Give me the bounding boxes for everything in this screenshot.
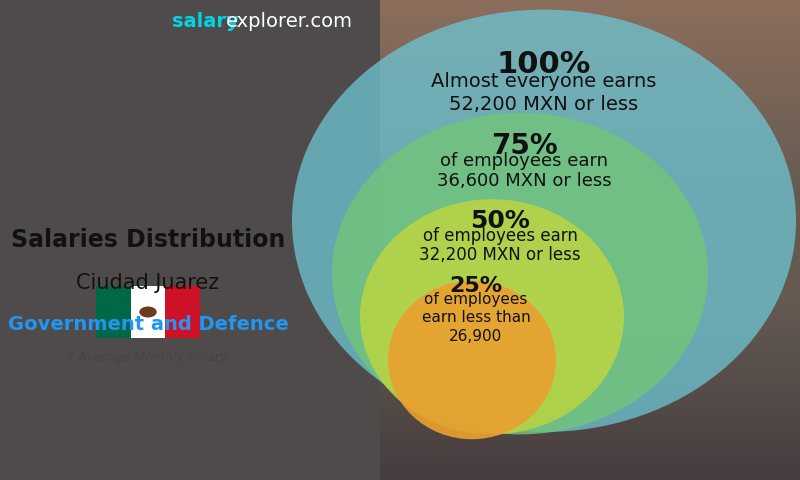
Text: * Average Monthly Salary: * Average Monthly Salary bbox=[68, 351, 228, 364]
Text: Ciudad Juarez: Ciudad Juarez bbox=[77, 273, 219, 293]
Bar bbox=[96, 286, 130, 338]
Text: 36,600 MXN or less: 36,600 MXN or less bbox=[437, 172, 611, 191]
Text: 25%: 25% bbox=[450, 276, 502, 296]
Text: explorer.com: explorer.com bbox=[226, 12, 353, 31]
Text: 100%: 100% bbox=[497, 50, 591, 79]
Text: Salaries Distribution: Salaries Distribution bbox=[11, 228, 285, 252]
Bar bbox=[166, 286, 200, 338]
Text: 52,200 MXN or less: 52,200 MXN or less bbox=[450, 95, 638, 114]
Text: Almost everyone earns: Almost everyone earns bbox=[431, 72, 657, 91]
Bar bbox=[130, 286, 166, 338]
Ellipse shape bbox=[292, 10, 796, 432]
Text: of employees earn: of employees earn bbox=[422, 227, 578, 245]
Ellipse shape bbox=[360, 199, 624, 434]
Text: of employees earn: of employees earn bbox=[440, 152, 608, 170]
Circle shape bbox=[140, 307, 156, 317]
Text: earn less than: earn less than bbox=[422, 311, 530, 325]
Text: 32,200 MXN or less: 32,200 MXN or less bbox=[419, 246, 581, 264]
Ellipse shape bbox=[332, 113, 708, 434]
Text: 26,900: 26,900 bbox=[450, 329, 502, 344]
Ellipse shape bbox=[388, 281, 556, 439]
Text: 75%: 75% bbox=[490, 132, 558, 160]
Text: Government and Defence: Government and Defence bbox=[8, 314, 288, 334]
Text: of employees: of employees bbox=[424, 292, 528, 307]
Text: salary: salary bbox=[172, 12, 238, 31]
Text: 50%: 50% bbox=[470, 209, 530, 233]
